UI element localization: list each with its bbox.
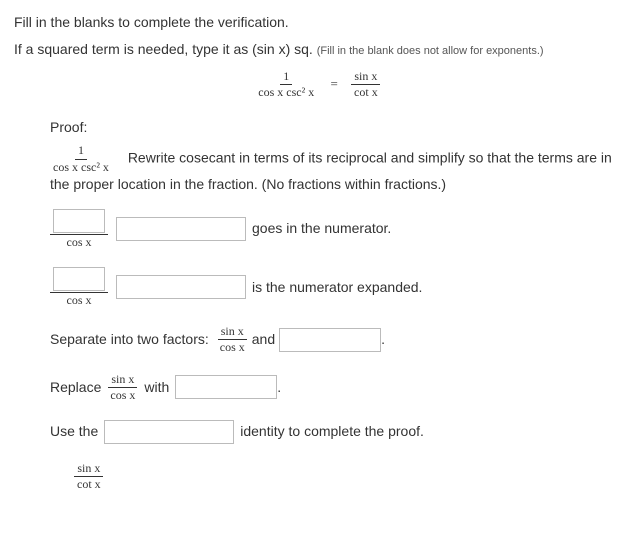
step2-fraction: cos x	[50, 209, 108, 249]
step-numerator: cos x goes in the numerator.	[50, 209, 622, 249]
blank-second-factor[interactable]	[279, 328, 381, 352]
step-identity: Use the identity to complete the proof.	[50, 420, 622, 444]
step3-den: cos x	[64, 293, 95, 307]
step1-text: Rewrite cosecant in terms of its recipro…	[50, 150, 612, 192]
step4-den: cos x	[217, 340, 248, 354]
step1-fraction: 1 cos x csc² x	[50, 144, 112, 173]
step5-fraction: sin x cos x	[107, 373, 138, 402]
step-expanded: cos x is the numerator expanded.	[50, 267, 622, 307]
blank-replacement[interactable]	[175, 375, 277, 399]
step6-trail: identity to complete the proof.	[240, 421, 424, 442]
equals-sign: =	[330, 76, 337, 91]
subhead-text: If a squared term is needed, type it as …	[14, 41, 313, 57]
step5-period: .	[277, 377, 281, 398]
blank-step3-expression[interactable]	[116, 275, 246, 299]
step6-lead: Use the	[50, 421, 98, 442]
step-factors: Separate into two factors: sin x cos x a…	[50, 325, 622, 354]
step4-num: sin x	[218, 325, 247, 340]
step-replace: Replace sin x cos x with .	[50, 373, 622, 402]
identity-rhs-fraction: sin x cot x	[351, 70, 381, 99]
step2-trail: goes in the numerator.	[252, 218, 391, 239]
identity-lhs-num: 1	[280, 70, 292, 85]
identity-equation: 1 cos x csc² x = sin x cot x	[14, 70, 622, 99]
final-result: sin x cot x	[74, 462, 622, 491]
step4-fraction: sin x cos x	[217, 325, 248, 354]
blank-step2-expression[interactable]	[116, 217, 246, 241]
step4-period: .	[381, 329, 385, 350]
blank-step3-numerator[interactable]	[53, 267, 105, 291]
step2-den: cos x	[64, 235, 95, 249]
step3-fraction: cos x	[50, 267, 108, 307]
step3-trail: is the numerator expanded.	[252, 277, 422, 298]
step4-lead: Separate into two factors:	[50, 329, 209, 350]
step4-join: and	[252, 329, 275, 350]
heading: Fill in the blanks to complete the verif…	[14, 12, 622, 33]
blank-identity-name[interactable]	[104, 420, 234, 444]
final-den: cot x	[74, 477, 104, 491]
step1-den: cos x csc² x	[50, 160, 112, 174]
subhead-note: (Fill in the blank does not allow for ex…	[317, 45, 544, 57]
step-rewrite: 1 cos x csc² x Rewrite cosecant in terms…	[50, 144, 622, 194]
final-fraction: sin x cot x	[74, 462, 104, 491]
identity-rhs-den: cot x	[351, 85, 381, 99]
blank-step2-numerator[interactable]	[53, 209, 105, 233]
step1-num: 1	[75, 144, 87, 159]
subheading: If a squared term is needed, type it as …	[14, 39, 622, 60]
step5-with: with	[144, 377, 169, 398]
step5-num: sin x	[108, 373, 137, 388]
identity-lhs-den: cos x csc² x	[255, 85, 317, 99]
identity-lhs-fraction: 1 cos x csc² x	[255, 70, 317, 99]
final-num: sin x	[74, 462, 103, 477]
identity-rhs-num: sin x	[351, 70, 380, 85]
proof-label: Proof:	[50, 117, 622, 138]
step5-den: cos x	[107, 388, 138, 402]
step5-lead: Replace	[50, 377, 101, 398]
